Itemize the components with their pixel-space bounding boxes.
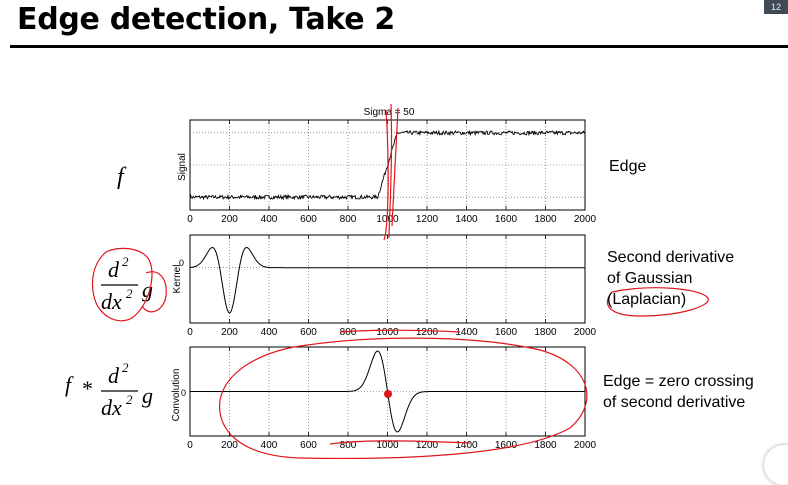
signal-tick-label: 1400 (455, 214, 478, 225)
edge-label: Edge (609, 158, 647, 175)
convolution-tick-label: 1600 (495, 440, 518, 451)
second-derivative-line-2: of Gaussian (607, 270, 693, 287)
kernel-tick-label: 200 (221, 327, 238, 338)
kernel-tick-label: 1400 (455, 327, 478, 338)
zero-crossing-dot (384, 390, 392, 398)
convolution-tick-label: 800 (340, 440, 357, 451)
kernel-frame (189, 234, 586, 324)
signal-plot-title: Sigma = 50 (364, 107, 415, 118)
pen-circle-g (141, 271, 167, 313)
signal-tick-label: 1800 (534, 214, 557, 225)
kernel-axis-label: Kernel (172, 265, 183, 294)
plot-kernel: 0 200 400 600 800 1000 1200 1400 1600 1800 2000 (187, 234, 597, 338)
kernel-tick-label: 1200 (416, 327, 439, 338)
kernel-series-line (189, 247, 585, 314)
convolution-tick-label: 1200 (416, 440, 439, 451)
formula-convolution: f * d 2 dx 2 g (65, 360, 153, 420)
pen-strike-ticks (339, 329, 461, 333)
figure: f d 2 dx 2 g f * d 2 dx 2 g 0 200 400 600 80… (65, 103, 709, 460)
pen-mark-vertical-2 (391, 107, 399, 227)
formula-f-convolved: f (65, 372, 74, 397)
formula-f: f (117, 164, 127, 190)
formula-second-derivative: d 2 dx 2 g (101, 254, 153, 314)
convolution-tick-label: 0 (187, 440, 193, 451)
second-derivative-line-1: Second derivative (607, 249, 735, 266)
kernel-tick-label: 2000 (574, 327, 597, 338)
kernel-tick-label: 400 (261, 327, 278, 338)
formula-exponent-denominator: 2 (126, 286, 133, 301)
pen-mark-vertical (383, 103, 393, 241)
formula-g-3: g (142, 383, 153, 408)
convolution-tick-label: 400 (261, 440, 278, 451)
second-derivative-line-3: (Laplacian) (607, 291, 687, 308)
kernel-tick-label: 1600 (495, 327, 518, 338)
signal-tick-label: 1200 (416, 214, 439, 225)
zero-crossing-line-1: Edge = zero crossing (603, 373, 754, 390)
convolution-zero-tick: 0 (181, 388, 186, 398)
pen-strike-ticks-bottom (329, 440, 471, 445)
signal-axis-label: Signal (177, 153, 188, 181)
formula-star: * (82, 376, 93, 401)
signal-tick-label: 1000 (376, 214, 399, 225)
formula-exponent-numerator: 2 (122, 254, 129, 269)
plot-convolution: 0 200 400 600 800 1000 1200 1400 1600 1800 2000 (187, 346, 597, 451)
formula-dx-denominator: dx (101, 289, 122, 314)
kernel-tick-label: 1000 (376, 327, 399, 338)
signal-tick-label: 800 (340, 214, 357, 225)
convolution-tick-label: 200 (221, 440, 238, 451)
signal-tick-label: 1600 (495, 214, 518, 225)
slide-title: Edge detection, Take 2 (17, 2, 396, 37)
pen-circle-kernel-formula (91, 247, 153, 322)
formula-g: g (142, 277, 153, 302)
pen-circle-laplacian (606, 287, 709, 317)
formula-d-numerator: d (108, 257, 120, 282)
pen-annotations (91, 103, 709, 460)
pen-circle-convolution (218, 337, 588, 460)
title-rule (10, 45, 788, 48)
signal-tick-label: 400 (261, 214, 278, 225)
signal-tick-label: 600 (300, 214, 317, 225)
convolution-tick-label: 2000 (574, 440, 597, 451)
kernel-zero-tick: 0 (179, 258, 184, 268)
signal-tick-label: 0 (187, 214, 193, 225)
formula-d-numerator-3: d (108, 363, 120, 388)
formula-exponent-numerator-3: 2 (122, 360, 129, 375)
kernel-tick-label: 0 (187, 327, 193, 338)
formula-exponent-denominator-3: 2 (126, 392, 133, 407)
kernel-tick-label: 1800 (534, 327, 557, 338)
formula-f-symbol: f (117, 164, 127, 190)
kernel-tick-label: 800 (340, 327, 357, 338)
convolution-tick-label: 1400 (455, 440, 478, 451)
zero-crossing-label: Edge = zero crossing of second derivativ… (603, 371, 754, 413)
second-derivative-label: Second derivative of Gaussian (Laplacian… (607, 247, 734, 310)
convolution-tick-label: 1800 (534, 440, 557, 451)
signal-series-line (189, 129, 586, 201)
formula-dx-denominator-3: dx (101, 395, 122, 420)
convolution-tick-label: 600 (300, 440, 317, 451)
kernel-tick-label: 600 (300, 327, 317, 338)
zero-crossing-line-2: of second derivative (603, 394, 746, 411)
signal-tick-label: 2000 (574, 214, 597, 225)
convolution-axis-label: Convolution (171, 369, 182, 422)
convolution-tick-label: 1000 (376, 440, 399, 451)
page-badge: 12 (764, 0, 788, 14)
signal-tick-label: 200 (221, 214, 238, 225)
